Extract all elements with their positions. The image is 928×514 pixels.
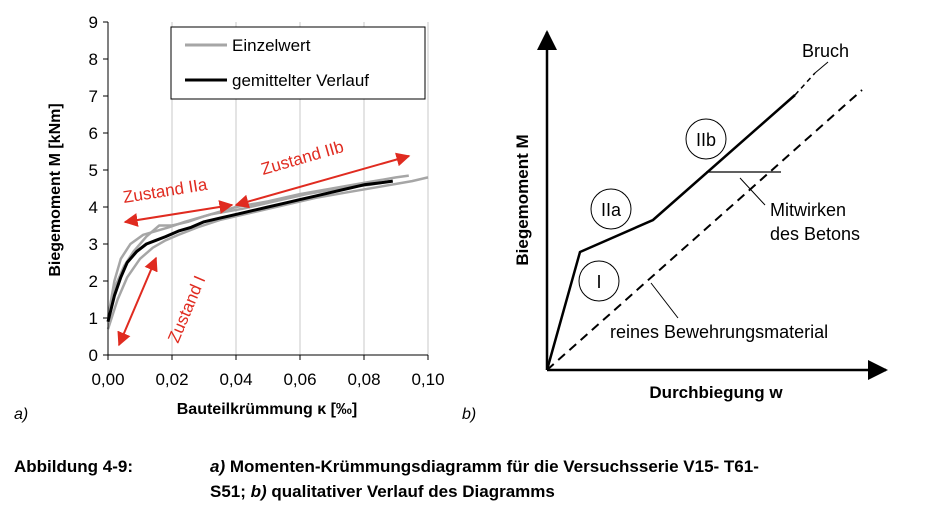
caption-part-b-marker: b) — [250, 482, 267, 501]
chart-a-x-axis-label: Bauteilkrümmung κ [‰] — [177, 401, 357, 418]
caption-part-a-text: Momenten-Krümmungsdiagramm für die Versu… — [225, 457, 759, 476]
chart-a-y-axis-label: Biegemoment M [kNm] — [47, 103, 64, 276]
y-tick-label: 6 — [89, 124, 98, 143]
curve-tragverhalten — [545, 94, 796, 371]
arrow-zustand-iib — [234, 152, 411, 209]
chart-a-y-ticks: 0 1 2 3 4 5 6 7 8 9 — [89, 13, 108, 365]
curve-tragverhalten-ext — [794, 72, 816, 96]
reines-leader — [650, 282, 679, 319]
y-tick-label: 8 — [89, 50, 98, 69]
label-zustand-iib: Zustand IIb — [259, 137, 346, 179]
y-tick-label: 7 — [89, 87, 98, 106]
region-iib-label: IIb — [696, 130, 716, 150]
label-reines: reines Bewehrungsmaterial — [610, 322, 828, 342]
x-tick-label: 0,10 — [411, 370, 444, 389]
caption-line-2: S51; b) qualitativer Verlauf des Diagram… — [210, 480, 555, 503]
x-tick-label: 0,02 — [155, 370, 188, 389]
label-bruch: Bruch — [802, 41, 849, 61]
region-i-circle — [578, 260, 620, 302]
label-mitwirken-2: des Betons — [770, 224, 860, 244]
arrow-zustand-iia — [123, 200, 234, 227]
region-iia-circle — [590, 188, 632, 230]
y-tick-label: 3 — [89, 235, 98, 254]
legend-einzelwert-label: Einzelwert — [232, 36, 311, 55]
y-tick-label: 9 — [89, 13, 98, 32]
y-tick-label: 4 — [89, 198, 98, 217]
caption-label: Abbildung 4-9: — [14, 457, 133, 476]
x-tick-label: 0,08 — [347, 370, 380, 389]
region-iia-label: IIa — [601, 200, 622, 220]
y-tick-label: 0 — [89, 346, 98, 365]
y-tick-label: 2 — [89, 272, 98, 291]
region-i-label: I — [596, 272, 601, 292]
chart-b-y-axis-label: Biegemoment M — [513, 134, 532, 265]
chart-b-x-axis-label: Durchbiegung w — [649, 383, 783, 402]
legend-mean-label: gemittelter Verlauf — [232, 71, 369, 90]
panel-label-b: b) — [462, 406, 476, 423]
caption-line2-start: S51; — [210, 482, 251, 501]
chart-b: Biegemoment M Durchbiegung w b) I IIa II… — [462, 30, 888, 423]
x-tick-label: 0,04 — [219, 370, 252, 389]
caption-part-b-text: qualitativer Verlauf des Diagramms — [266, 482, 555, 501]
chart-a-legend: Einzelwert gemittelter Verlauf — [170, 26, 426, 100]
mitwirken-leader — [739, 177, 766, 206]
arrow-zustand-i — [117, 256, 158, 347]
chart-a: 0 1 2 3 4 5 6 7 8 9 0,00 0,02 0,04 0,06 0,08 0,10 Bieg… — [14, 13, 445, 423]
caption-part-a-marker: a) — [210, 457, 226, 476]
label-zustand-i: Zustand I — [164, 273, 209, 346]
curve-reines-bewehrungsmaterial — [546, 89, 863, 371]
panel-label-a: a) — [14, 406, 28, 423]
label-mitwirken-1: Mitwirken — [770, 200, 846, 220]
y-tick-label: 5 — [89, 161, 98, 180]
region-iib-circle — [685, 118, 727, 160]
chart-a-x-ticks: 0,00 0,02 0,04 0,06 0,08 0,10 — [91, 355, 445, 389]
x-tick-label: 0,06 — [283, 370, 316, 389]
caption-line-1: a) Momenten-Krümmungsdiagramm für die Ve… — [210, 455, 920, 478]
x-tick-label: 0,00 — [91, 370, 124, 389]
bruch-leader — [814, 61, 829, 74]
label-zustand-iia: Zustand IIa — [122, 175, 210, 207]
y-tick-label: 1 — [89, 309, 98, 328]
